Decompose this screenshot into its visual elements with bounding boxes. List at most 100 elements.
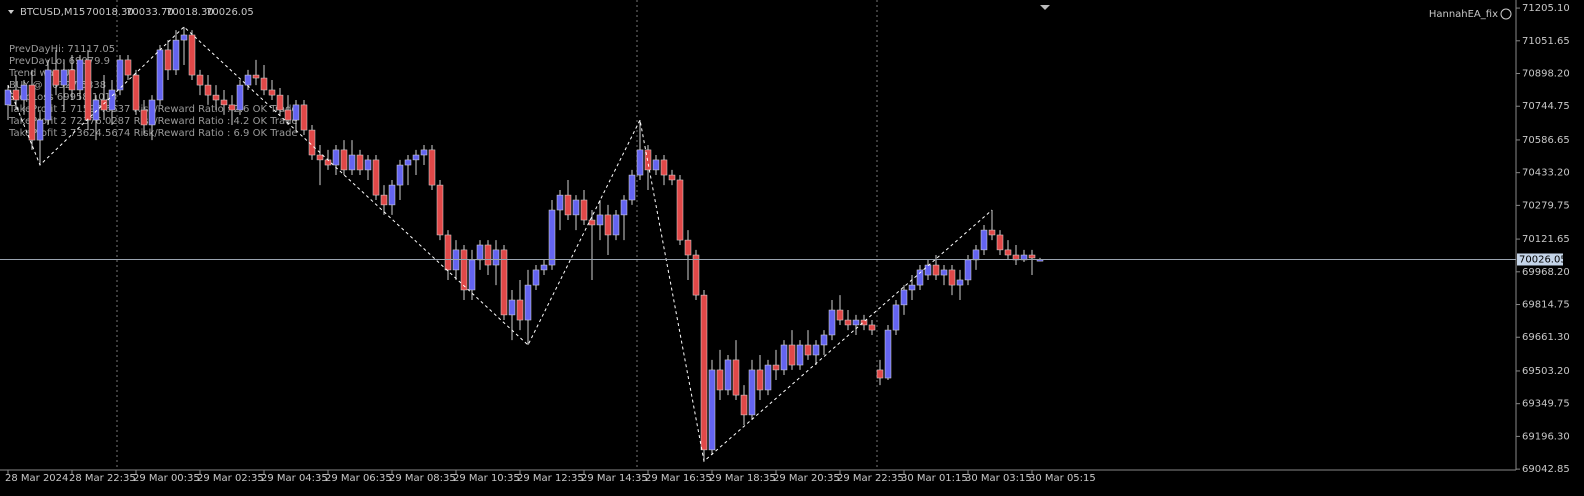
candle-body: [364, 159, 372, 171]
header-low: 70018.30: [166, 7, 214, 18]
header-high: 70033.70: [126, 7, 174, 18]
candle-body: [436, 184, 444, 236]
y-tick-label: 70586.65: [1522, 135, 1570, 146]
candle-body: [236, 84, 244, 111]
candle-body: [316, 154, 324, 161]
candle-body: [940, 269, 948, 276]
candle-body: [996, 234, 1004, 251]
candle-body: [772, 364, 780, 371]
candle-body: [300, 104, 308, 131]
info-line: StopLoss 69958.1013: [9, 92, 117, 103]
candle-body: [148, 99, 156, 126]
x-tick-label: 29 Mar 08:35: [389, 473, 456, 484]
candle-body: [340, 149, 348, 171]
candle-body: [788, 344, 796, 366]
candle-body: [108, 89, 116, 111]
candle-body: [220, 99, 228, 106]
price-label: 70026.05: [1519, 254, 1567, 265]
candle-body: [804, 344, 812, 356]
x-tick-label: 30 Mar 05:15: [1029, 473, 1096, 484]
info-line: TakeProfit 3 73624.5674 Risk/Reward Rati…: [8, 128, 298, 139]
candle-body: [492, 249, 500, 266]
candle-body: [228, 104, 236, 111]
y-tick-label: 70744.75: [1522, 101, 1570, 112]
candle-body: [684, 239, 692, 256]
x-tick-label: 30 Mar 01:15: [901, 473, 968, 484]
candle-body: [428, 149, 436, 186]
y-tick-label: 71205.10: [1522, 3, 1570, 14]
candle-body: [908, 284, 916, 291]
candle-body: [620, 199, 628, 216]
candle-body: [868, 324, 876, 331]
candle-body: [812, 344, 820, 356]
x-tick-label: 29 Mar 16:35: [645, 473, 712, 484]
y-tick-label: 70898.20: [1522, 69, 1570, 80]
candle-body: [388, 184, 396, 206]
candle-body: [460, 249, 468, 291]
candle-body: [396, 164, 404, 186]
symbol-menu-icon[interactable]: [8, 10, 14, 14]
candle-body: [532, 269, 540, 286]
x-tick-label: 29 Mar 12:35: [517, 473, 584, 484]
candle-body: [884, 329, 892, 379]
candle-body: [572, 199, 580, 216]
x-tick-label: 28 Mar 22:35: [69, 473, 136, 484]
candle-body: [604, 214, 612, 236]
candle-body: [740, 394, 748, 416]
x-tick-label: 29 Mar 02:35: [197, 473, 264, 484]
candle-body: [564, 194, 572, 216]
candle-body: [196, 74, 204, 86]
candle-body: [844, 319, 852, 326]
candle-body: [284, 109, 292, 121]
y-tick-label: 70433.20: [1522, 168, 1570, 179]
candle-body: [28, 84, 36, 141]
candle-body: [116, 59, 124, 91]
candle-body: [180, 34, 188, 41]
candle-body: [708, 369, 716, 451]
y-tick-label: 71051.65: [1522, 36, 1570, 47]
candle-body: [124, 59, 132, 76]
candle-body: [476, 244, 484, 261]
candle-body: [244, 74, 252, 86]
x-tick-label: 29 Mar 04:35: [261, 473, 328, 484]
header-open: 70018.30: [86, 7, 134, 18]
candle-body: [4, 89, 12, 106]
x-tick-label: 29 Mar 20:35: [773, 473, 840, 484]
header-close: 70026.05: [206, 7, 254, 18]
x-tick-label: 29 Mar 18:35: [709, 473, 776, 484]
candle-body: [764, 364, 772, 391]
shift-marker: [1040, 5, 1050, 10]
candle-body: [860, 319, 868, 326]
y-tick-label: 70279.75: [1522, 200, 1570, 211]
candle-body: [924, 264, 932, 276]
candle-body: [828, 309, 836, 336]
candle-body: [348, 154, 356, 171]
info-line: BUY @ 70327.5838: [9, 80, 106, 91]
candle-body: [548, 209, 556, 266]
candle-body: [1004, 249, 1012, 256]
candle-body: [852, 319, 860, 326]
candle-body: [524, 284, 532, 321]
candle-body: [420, 149, 428, 156]
symbol-title: BTCUSD,M15: [20, 7, 85, 18]
candle-body: [44, 69, 52, 121]
ea-smiley: [1500, 8, 1512, 20]
candle-body: [356, 154, 364, 171]
candle-body: [100, 99, 108, 111]
candle-body: [636, 149, 644, 176]
candle-body: [164, 49, 172, 71]
candle-body: [956, 279, 964, 286]
candle-body: [660, 159, 668, 176]
candle-body: [836, 309, 844, 321]
x-tick-label: 29 Mar 22:35: [837, 473, 904, 484]
candle-body: [668, 174, 676, 181]
candle-body: [36, 119, 44, 141]
x-tick-label: 30 Mar 03:15: [965, 473, 1032, 484]
y-tick-label: 69968.20: [1522, 267, 1570, 278]
info-line: PrevDayLo: 69079.9: [9, 56, 110, 67]
y-tick-label: 70121.65: [1522, 234, 1570, 245]
candle-body: [468, 259, 476, 291]
candle-body: [580, 199, 588, 221]
